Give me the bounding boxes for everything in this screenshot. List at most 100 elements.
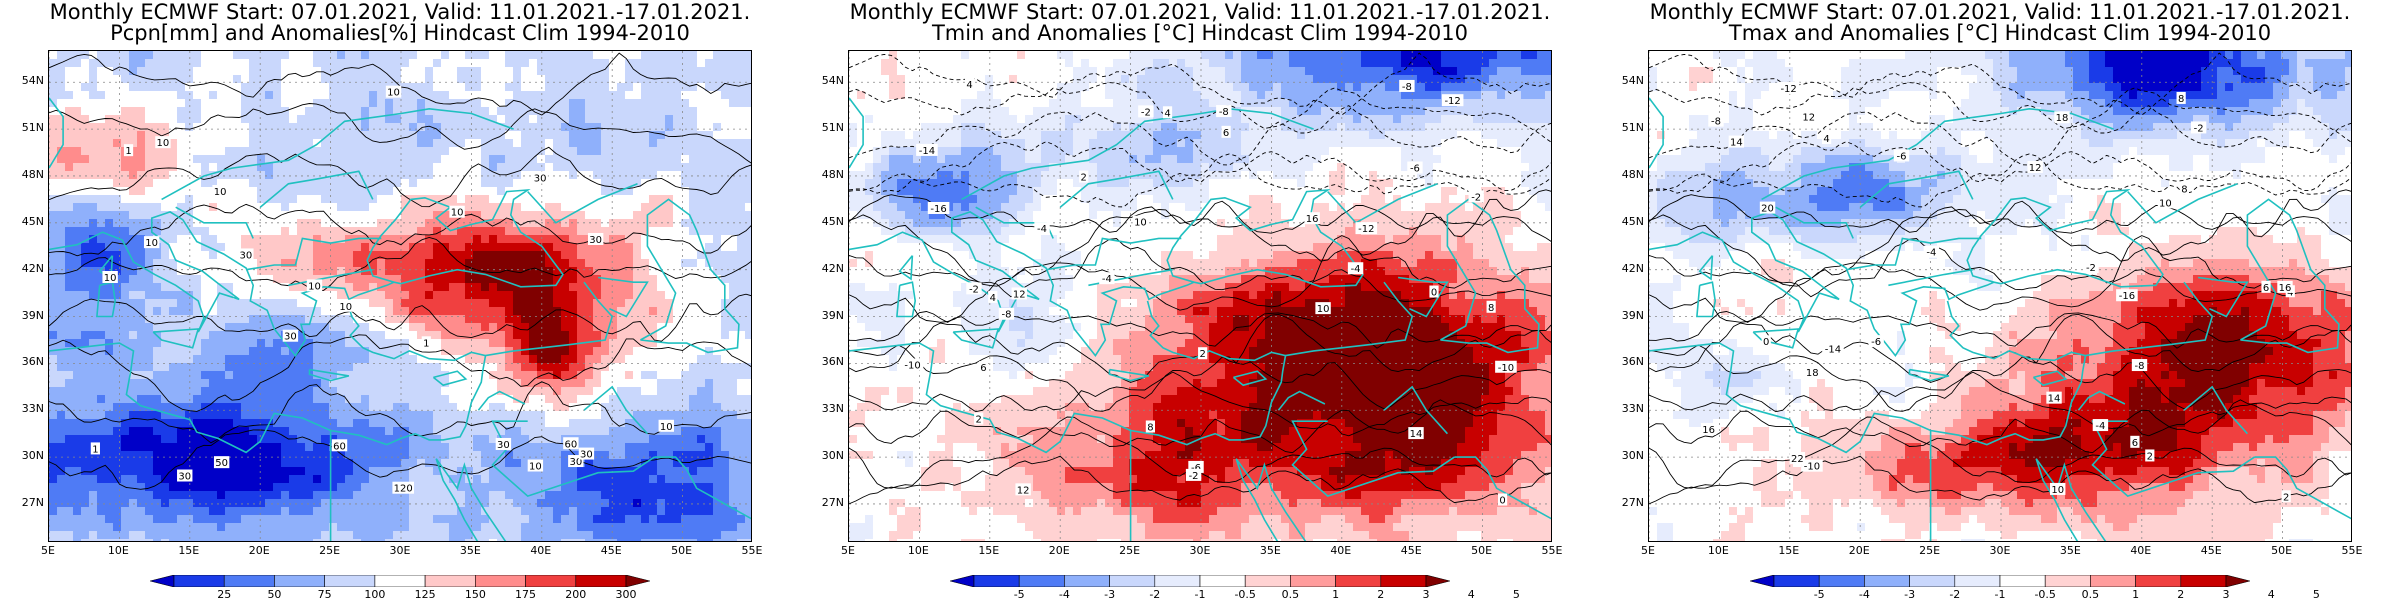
contour-label: -2: [1189, 471, 1199, 482]
colorbar-label: -0.5: [2025, 589, 2065, 600]
x-tick-label: 50E: [1462, 545, 1502, 557]
colorbar-label: -5: [999, 589, 1039, 600]
contour-label: 4: [990, 293, 996, 304]
contour-label: 10: [529, 462, 542, 473]
colorbar-segment: [576, 575, 626, 587]
colorbar-label: -2: [1135, 589, 1175, 600]
contour-label: 30: [239, 250, 252, 261]
contour-label: 60: [565, 439, 578, 450]
y-tick-label: 36N: [1616, 356, 1644, 368]
colorbar-label: 0.5: [1270, 589, 1310, 600]
contour-label: 14: [1410, 429, 1423, 440]
colorbar: [950, 575, 1450, 587]
y-tick-label: 51N: [1616, 122, 1644, 134]
map-panel-precipitation: Monthly ECMWF Start: 07.01.2021, Valid: …: [0, 0, 800, 600]
y-tick-label: 33N: [16, 403, 44, 415]
colorbar-label: 100: [355, 589, 395, 600]
colorbar-label: 175: [506, 589, 546, 600]
x-tick-label: 15E: [169, 545, 209, 557]
x-tick-label: 10E: [1698, 545, 1738, 557]
colorbar: [150, 575, 650, 587]
x-tick-label: 35E: [1250, 545, 1290, 557]
y-tick-label: 39N: [1616, 310, 1644, 322]
contour-label: 30: [284, 332, 297, 343]
y-tick-label: 30N: [816, 450, 844, 462]
contour-label: 1: [125, 146, 131, 157]
colorbar-label: -1: [1980, 589, 2020, 600]
colorbar-segment: [526, 575, 576, 587]
contour-label: -2: [2194, 123, 2204, 134]
contour-label: -10: [1804, 462, 1820, 473]
colorbar-segment: [1019, 575, 1064, 587]
x-tick-label: 30E: [1180, 545, 1220, 557]
y-tick-label: 45N: [816, 216, 844, 228]
x-tick-label: 5E: [1628, 545, 1668, 557]
contour-label: 6: [980, 363, 986, 374]
contour-label: 16: [1306, 214, 1319, 225]
colorbar-label: 5: [2296, 589, 2336, 600]
contour-label: 10: [145, 238, 158, 249]
contour-label: 50: [215, 458, 228, 469]
x-tick-label: 25E: [310, 545, 350, 557]
y-tick-label: 51N: [16, 122, 44, 134]
x-tick-label: 40E: [521, 545, 561, 557]
y-tick-label: 27N: [1616, 497, 1644, 509]
contour-label: 10: [1134, 218, 1147, 229]
y-tick-label: 27N: [16, 497, 44, 509]
x-tick-label: 55E: [2332, 545, 2372, 557]
panel-title-line2: Tmin and Anomalies [°C] Hindcast Clim 19…: [800, 22, 1600, 44]
contour-label: -16: [930, 204, 946, 215]
contour-label: 14: [1730, 138, 1743, 149]
contour-label: 1: [92, 444, 98, 455]
contour-label: 30: [534, 173, 547, 184]
colorbar-segment: [2136, 575, 2181, 587]
x-tick-label: 25E: [1910, 545, 1950, 557]
x-tick-label: 50E: [662, 545, 702, 557]
contour-label: 30: [589, 235, 602, 246]
y-tick-label: 45N: [16, 216, 44, 228]
contour-label: 6: [2132, 438, 2138, 449]
colorbar-label: -3: [1890, 589, 1930, 600]
x-tick-label: 45E: [1391, 545, 1431, 557]
colorbar-label: 1: [2116, 589, 2156, 600]
contour-label: -4: [1102, 274, 1112, 285]
contour-label: 10: [157, 138, 170, 149]
contour-label: 16: [1702, 425, 1715, 436]
contour-label: 10: [104, 273, 117, 284]
x-tick-label: 10E: [898, 545, 938, 557]
colorbar-label: 1: [1316, 589, 1356, 600]
colorbar-under-triangle: [1750, 575, 1774, 587]
y-tick-label: 54N: [816, 75, 844, 87]
contour-label: -10: [904, 360, 920, 371]
x-tick-label: 20E: [1039, 545, 1079, 557]
contour-label: -14: [919, 146, 935, 157]
colorbar-segment: [224, 575, 274, 587]
panel-title-line1: Monthly ECMWF Start: 07.01.2021, Valid: …: [1600, 1, 2400, 23]
contour-label: 30: [497, 440, 510, 451]
panel-title-line1: Monthly ECMWF Start: 07.01.2021, Valid: …: [800, 1, 1600, 23]
colorbar-label: 25: [204, 589, 244, 600]
x-tick-label: 20E: [1839, 545, 1879, 557]
contour-label: -12: [1444, 96, 1460, 107]
x-tick-label: 40E: [1321, 545, 1361, 557]
colorbar-over-triangle: [626, 575, 650, 587]
colorbar-label: 50: [254, 589, 294, 600]
x-tick-label: 30E: [380, 545, 420, 557]
colorbar-segment: [2045, 575, 2090, 587]
colorbar-segment: [1290, 575, 1335, 587]
y-tick-label: 36N: [16, 356, 44, 368]
anomaly-shading: [49, 51, 752, 542]
map-canvas: -16-14-12-10-8-6-4-202468101214161820221…: [1649, 51, 2352, 542]
contour-label: 10: [308, 281, 321, 292]
colorbar-segment: [1200, 575, 1245, 587]
colorbar-segment: [1955, 575, 2000, 587]
contour-label: 4: [966, 80, 972, 91]
colorbar-segment: [1864, 575, 1909, 587]
colorbar-segment: [974, 575, 1019, 587]
y-tick-label: 27N: [816, 497, 844, 509]
y-tick-label: 33N: [1616, 403, 1644, 415]
contour-label: 10: [1317, 304, 1330, 315]
contour-label: 6: [2263, 283, 2269, 294]
colorbar-label: 2: [1361, 589, 1401, 600]
contour-label: 60: [333, 441, 346, 452]
